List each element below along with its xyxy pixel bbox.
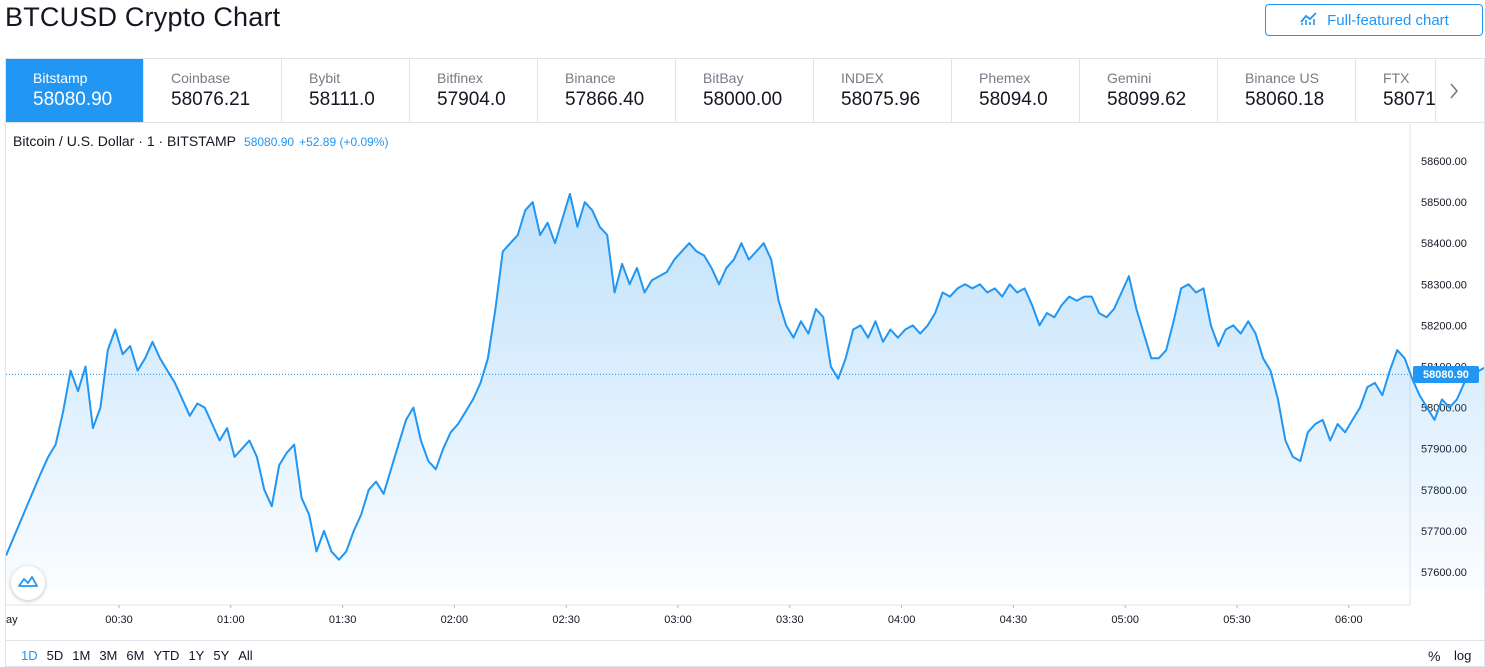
exchange-tab-ftx[interactable]: FTX 58071 xyxy=(1356,59,1436,122)
x-tick-label: 04:30 xyxy=(1000,614,1028,626)
exchange-tab-binance[interactable]: Binance 57866.40 xyxy=(538,59,676,122)
exchange-tab-coinbase[interactable]: Coinbase 58076.21 xyxy=(144,59,282,122)
chart-area[interactable]: 57600.0057700.0057800.0057900.0058000.00… xyxy=(5,122,1485,667)
exchange-price: 57904.0 xyxy=(437,89,506,110)
exchange-name: Binance xyxy=(565,70,616,86)
full-featured-chart-button[interactable]: Full-featured chart xyxy=(1265,4,1483,36)
range-6m[interactable]: 6M xyxy=(126,648,145,663)
exchange-name: INDEX xyxy=(841,70,884,86)
y-tick-label: 58600.00 xyxy=(1421,156,1467,168)
exchange-price: 58111.0 xyxy=(309,89,375,110)
x-tick-label: 03:30 xyxy=(776,614,804,626)
exchange-name: Coinbase xyxy=(171,70,231,86)
exchange-tab-binance-us[interactable]: Binance US 58060.18 xyxy=(1218,59,1356,122)
range-5y[interactable]: 5Y xyxy=(213,648,230,663)
tradingview-logo-icon xyxy=(18,574,38,593)
exchange-tab-bybit[interactable]: Bybit 58111.0 xyxy=(282,59,410,122)
x-tick-label: 01:30 xyxy=(329,614,357,626)
exchange-name: Gemini xyxy=(1107,70,1152,86)
bottom-toolbar: 1D 5D 1M 3M 6M YTD 1Y 5Y All % log xyxy=(5,640,1485,667)
exchange-name: Phemex xyxy=(979,70,1031,86)
exchange-tab-index[interactable]: INDEX 58075.96 xyxy=(814,59,952,122)
x-tick-label: 00:30 xyxy=(105,614,133,626)
log-scale-toggle[interactable]: log xyxy=(1454,648,1472,663)
chart-trend-icon xyxy=(1299,10,1319,30)
x-tick-label: 06:00 xyxy=(1335,614,1363,626)
last-price-tag: 58080.90 xyxy=(1413,366,1479,383)
exchange-name: Bitstamp xyxy=(33,70,88,86)
price-chart[interactable]: 57600.0057700.0057800.0057900.0058000.00… xyxy=(6,123,1484,666)
x-tick-label: 01:00 xyxy=(217,614,245,626)
exchange-tab-bitstamp[interactable]: Bitstamp 58080.90 xyxy=(6,59,144,122)
percent-scale-toggle[interactable]: % xyxy=(1428,648,1441,664)
exchange-price: 58000.00 xyxy=(703,89,783,110)
range-3m[interactable]: 3M xyxy=(99,648,118,663)
range-ytd[interactable]: YTD xyxy=(153,648,180,663)
legend-symbol: Bitcoin / U.S. Dollar · 1 · BITSTAMP xyxy=(13,133,237,149)
exchange-name: BitBay xyxy=(703,70,744,86)
y-tick-label: 58200.00 xyxy=(1421,320,1467,332)
exchange-price: 57866.40 xyxy=(565,89,645,110)
page-title: BTCUSD Crypto Chart xyxy=(5,2,281,32)
range-1d[interactable]: 1D xyxy=(21,648,38,663)
exchange-tab-phemex[interactable]: Phemex 58094.0 xyxy=(952,59,1080,122)
range-5d[interactable]: 5D xyxy=(46,648,64,663)
exchange-price: 58094.0 xyxy=(979,89,1048,110)
chart-legend: Bitcoin / U.S. Dollar · 1 · BITSTAMP 580… xyxy=(13,133,388,149)
exchange-tabs: Bitstamp 58080.90 Coinbase 58076.21 Bybit 581… xyxy=(5,58,1485,122)
exchange-name: Bybit xyxy=(309,70,341,86)
price-line xyxy=(6,192,1484,561)
y-tick-label: 58400.00 xyxy=(1421,238,1467,250)
range-selector: 1D 5D 1M 3M 6M YTD 1Y 5Y All xyxy=(21,648,262,663)
exchange-price: 58099.62 xyxy=(1107,89,1187,110)
chevron-right-icon[interactable] xyxy=(1436,59,1471,122)
exchange-name: FTX xyxy=(1383,70,1410,86)
x-tick-label: 05:00 xyxy=(1111,614,1139,626)
x-tick-label: 03:00 xyxy=(664,614,692,626)
y-tick-label: 58300.00 xyxy=(1421,279,1467,291)
full-featured-chart-label: Full-featured chart xyxy=(1327,11,1449,29)
exchange-price: 58071 xyxy=(1383,89,1436,110)
range-all[interactable]: All xyxy=(238,648,253,663)
exchange-tab-bitfinex[interactable]: Bitfinex 57904.0 xyxy=(410,59,538,122)
legend-last-price: 58080.90 xyxy=(244,135,295,149)
exchange-name: Bitfinex xyxy=(437,70,483,86)
x-tick-label: 05:30 xyxy=(1223,614,1251,626)
exchange-price: 58075.96 xyxy=(841,89,921,110)
x-tick-label: 02:00 xyxy=(441,614,469,626)
x-tick-label: 04:00 xyxy=(888,614,916,626)
exchange-tab-bitbay[interactable]: BitBay 58000.00 xyxy=(676,59,814,122)
exchange-price: 58080.90 xyxy=(33,89,113,110)
x-tick-label: 02:30 xyxy=(552,614,580,626)
range-1y[interactable]: 1Y xyxy=(188,648,205,663)
legend-change: +52.89 (+0.09%) xyxy=(299,135,389,149)
exchange-name: Binance US xyxy=(1245,70,1319,86)
x-tick-label-first: ay xyxy=(6,614,18,626)
price-area-fill xyxy=(6,193,1484,589)
exchange-price: 58076.21 xyxy=(171,89,251,110)
exchange-price: 58060.18 xyxy=(1245,89,1325,110)
y-tick-label: 58500.00 xyxy=(1421,197,1467,209)
exchange-tab-gemini[interactable]: Gemini 58099.62 xyxy=(1080,59,1218,122)
tradingview-logo-button[interactable] xyxy=(11,566,45,600)
range-1m[interactable]: 1M xyxy=(72,648,91,663)
